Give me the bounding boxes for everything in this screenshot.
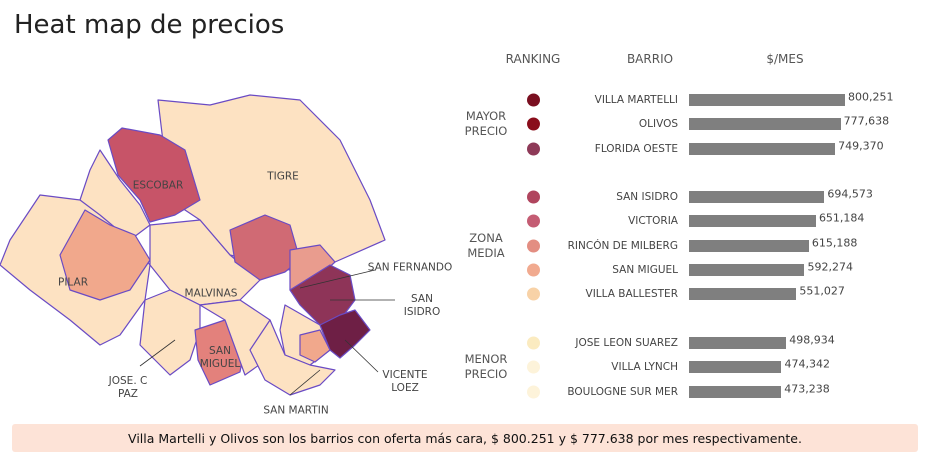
bar xyxy=(689,288,797,301)
region xyxy=(107,127,201,223)
rank-dot xyxy=(527,360,540,374)
map-label: JOSE. C PAZ xyxy=(108,375,148,400)
rank-dot xyxy=(527,336,540,350)
barrio-label: FLORIDA OESTE xyxy=(594,142,678,155)
barrio-label: RINCÓN DE MILBERG xyxy=(567,239,678,252)
rank-dot xyxy=(527,263,540,277)
column-header: RANKING xyxy=(505,52,561,66)
bar xyxy=(689,215,816,228)
rank-dot xyxy=(527,117,540,131)
barrio-label: SAN MIGUEL xyxy=(612,263,678,276)
barrio-label: OLIVOS xyxy=(638,118,678,131)
bar xyxy=(689,142,836,155)
group-label: MENOR PRECIO xyxy=(464,352,508,382)
map-label: SAN FERNANDO xyxy=(367,261,453,274)
bar xyxy=(689,191,825,203)
value-label: 473,238 xyxy=(784,382,830,396)
barrio-label: VICTORIA xyxy=(628,215,678,228)
region xyxy=(319,309,371,359)
region xyxy=(139,289,201,376)
bar xyxy=(689,385,782,398)
rank-dot xyxy=(527,214,540,228)
summary-note: Villa Martelli y Olivos son los barrios … xyxy=(12,424,918,452)
region xyxy=(249,319,336,396)
map-label: PILAR xyxy=(58,276,88,289)
map-label: TIGRE xyxy=(267,170,299,183)
bar xyxy=(689,361,782,374)
value-label: 749,370 xyxy=(838,139,884,153)
rank-dot xyxy=(527,239,540,253)
value-label: 651,184 xyxy=(818,211,865,225)
barrio-label: VILLA LYNCH xyxy=(611,361,678,374)
barrio-label: SAN ISIDRO xyxy=(616,191,678,203)
map-label: MALVINAS xyxy=(184,287,238,300)
value-label: 694,573 xyxy=(827,187,873,201)
value-label: 800,251 xyxy=(848,90,894,104)
map-label: SAN MARTIN xyxy=(263,404,329,417)
rank-dot xyxy=(527,287,540,301)
value-label: 474,342 xyxy=(784,357,830,371)
group-label: MAYOR PRECIO xyxy=(464,109,508,139)
value-label: 498,934 xyxy=(789,333,835,347)
region xyxy=(299,329,331,363)
value-label: 615,188 xyxy=(811,236,858,250)
map-label: VICENTE LOEZ xyxy=(382,369,428,394)
region xyxy=(289,264,356,326)
value-label: 551,027 xyxy=(799,284,845,298)
map-label: ESCOBAR xyxy=(132,179,184,192)
rank-dot xyxy=(527,142,540,156)
bar xyxy=(689,239,809,252)
bar xyxy=(689,118,841,131)
value-label: 592,274 xyxy=(807,260,853,274)
map-label: SAN ISIDRO xyxy=(403,293,441,318)
rank-dot xyxy=(527,190,540,204)
barrio-label: VILLA BALLESTER xyxy=(585,288,678,301)
column-header: $/MES xyxy=(766,52,804,66)
rank-dot xyxy=(527,385,540,399)
bar xyxy=(689,337,787,349)
rank-dot xyxy=(527,93,540,107)
column-header: BARRIO xyxy=(626,52,674,66)
bar xyxy=(689,94,845,106)
group-label: ZONA MEDIA xyxy=(467,230,505,260)
bar xyxy=(689,263,805,276)
barrio-label: JOSE LEON SUAREZ xyxy=(575,337,678,349)
barrio-label: BOULOGNE SUR MER xyxy=(567,385,678,398)
map xyxy=(0,94,395,396)
map-label: SAN MIGUEL xyxy=(199,345,241,370)
barrio-label: VILLA MARTELLI xyxy=(594,94,678,106)
page-title: Heat map de precios xyxy=(14,10,285,40)
value-label: 777,638 xyxy=(843,114,890,128)
